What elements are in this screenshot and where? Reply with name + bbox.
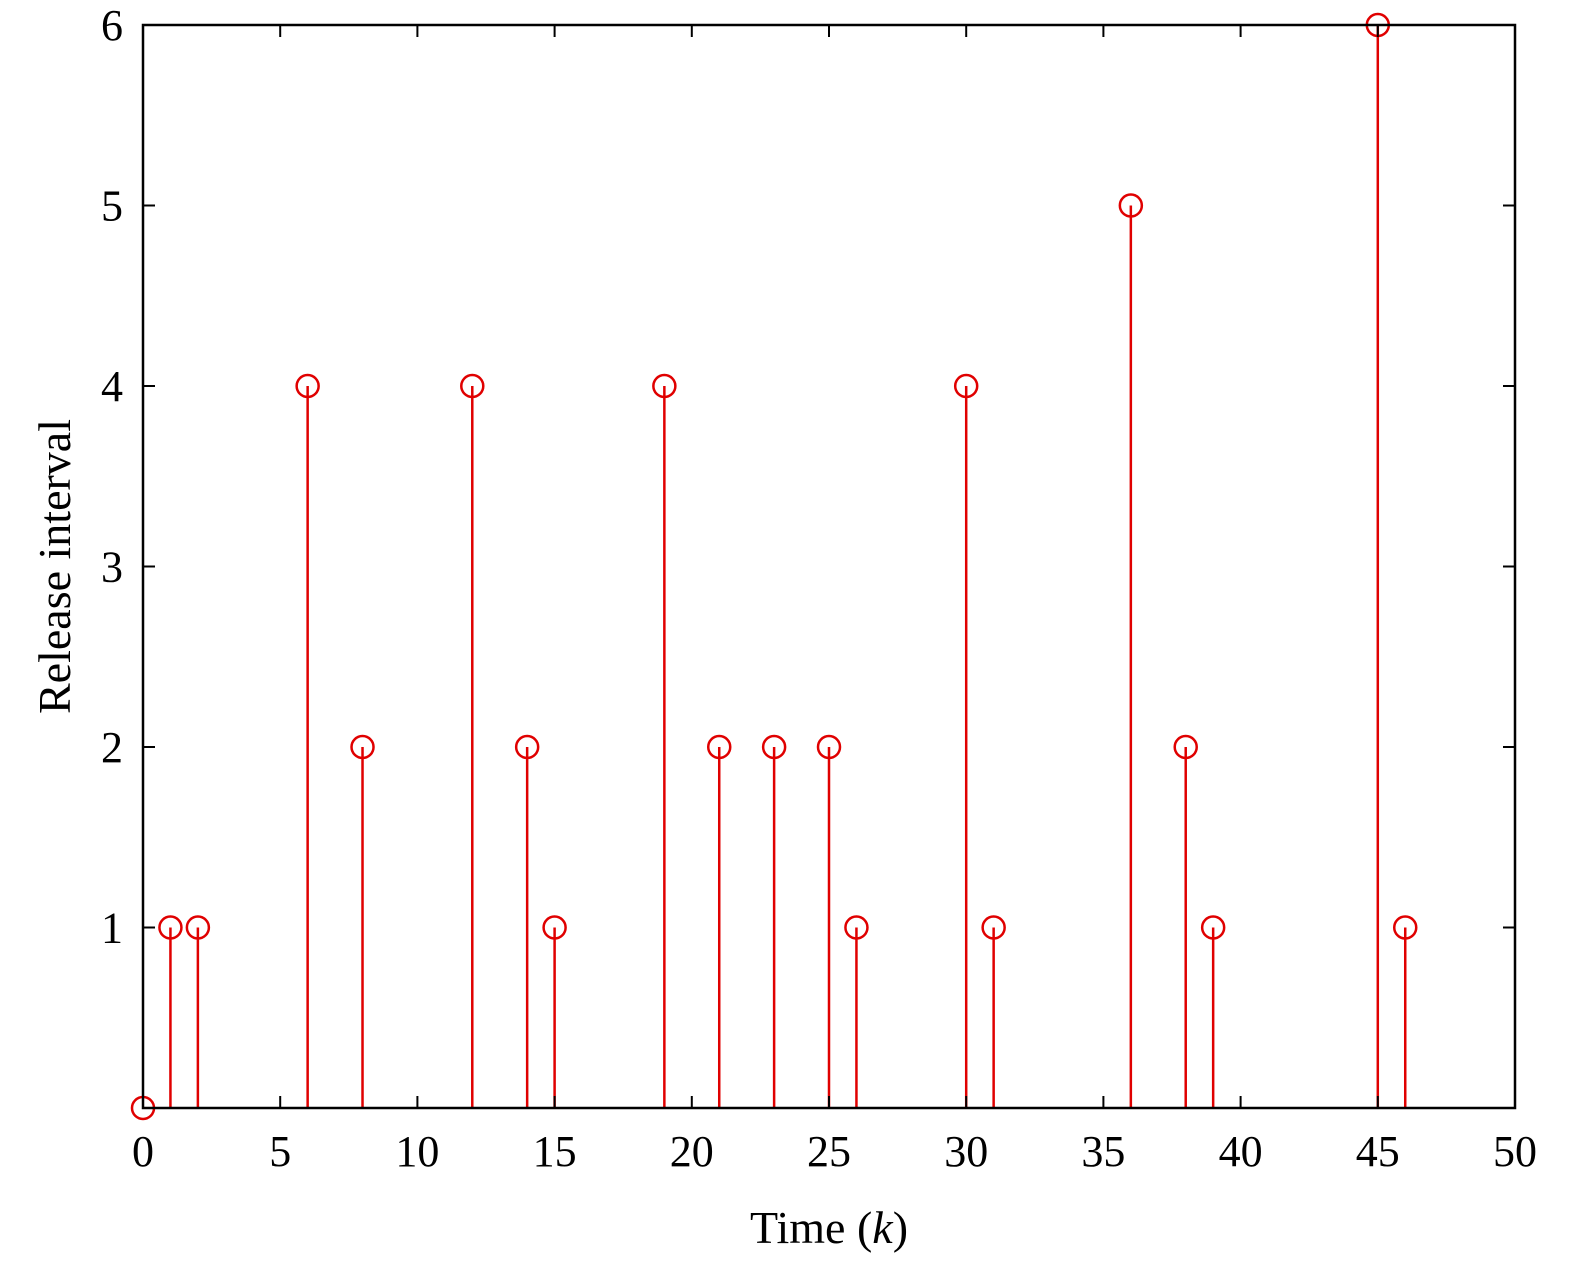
stem-marker [816,734,842,760]
x-tick-label: 15 [533,1127,577,1176]
stem-marker [761,734,787,760]
stem-marker [652,373,677,399]
stem-marker [953,373,979,399]
stem-marker [460,373,485,399]
y-tick-label: 5 [101,182,123,231]
stem-marker [981,915,1006,940]
x-axis-label-suffix: ) [893,1202,908,1253]
x-tick-label: 50 [1493,1127,1537,1176]
y-tick-label: 3 [101,543,123,592]
x-tick-label: 10 [395,1127,439,1176]
x-axis-label-variable: k [872,1202,894,1253]
x-tick-label: 30 [944,1127,988,1176]
stem-marker [158,915,183,940]
stem-marker [514,734,540,760]
stem-marker [1118,193,1144,218]
stem-marker [1392,915,1418,940]
x-tick-label: 45 [1356,1127,1400,1176]
stem-marker [185,915,211,940]
stems-layer [130,12,1418,1121]
stem-marker [1200,915,1226,940]
y-tick-label: 2 [101,723,123,772]
x-tick-label: 5 [269,1127,291,1176]
stem-marker [706,734,732,760]
stem-marker [844,915,869,940]
x-tick-label: 20 [670,1127,714,1176]
plot-frame [141,23,1517,1110]
stem-marker [1173,734,1198,760]
y-tick-label: 6 [101,1,123,50]
stem-marker [542,915,567,940]
x-axis-label: Time (k) [750,1202,908,1253]
x-tick-label: 35 [1081,1127,1125,1176]
x-tick-label: 40 [1219,1127,1263,1176]
y-tick-label: 4 [101,362,123,411]
x-tick-label: 25 [807,1127,851,1176]
x-tick-label: 0 [132,1127,154,1176]
y-axis-label: Release interval [29,419,80,714]
y-tick-label: 1 [101,904,123,953]
x-axis-label-prefix: Time ( [750,1202,872,1253]
stem-marker [295,373,320,399]
stem-marker [350,734,375,760]
